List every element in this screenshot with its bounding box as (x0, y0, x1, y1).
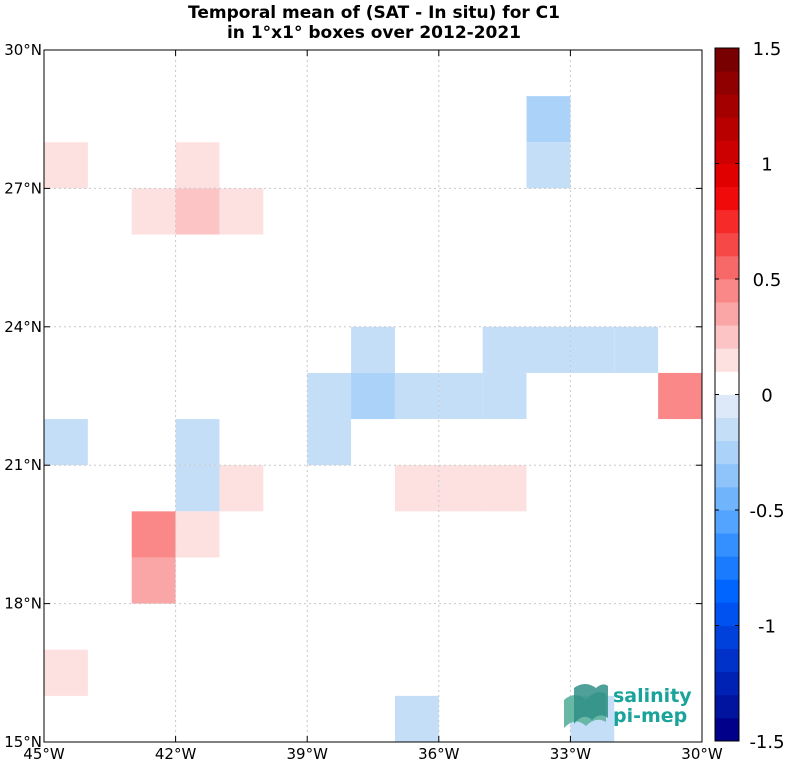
colorbar-segment (715, 302, 739, 326)
colorbar-segment (715, 163, 739, 187)
plot-frame (43, 49, 703, 743)
x-tick-label: 42°W (155, 745, 197, 763)
heatmap-cell (131, 188, 176, 235)
x-tick-label: 36°W (418, 745, 460, 763)
heatmap-cell (175, 419, 220, 466)
colorbar-segment (715, 602, 739, 626)
heatmap-cell (351, 372, 395, 420)
colorbar-segment (715, 394, 739, 418)
heatmap-cell (307, 372, 352, 420)
colorbar-segment (715, 440, 739, 465)
logo-text-salinity: salinity (613, 685, 692, 707)
colorbar-segment (715, 140, 739, 164)
colorbar-tick-label: 0 (761, 386, 772, 407)
colorbar: 1.5 1 0.5 0 -0.5 -1 -1.5 (714, 39, 785, 753)
colorbar-segment (715, 348, 739, 372)
colorbar-segment (715, 279, 739, 303)
colorbar-segment (715, 556, 739, 580)
colorbar-tick-label: -0.5 (749, 501, 784, 522)
heatmap-cell (482, 465, 527, 512)
colorbar-segment (715, 510, 739, 534)
colorbar-segment (715, 648, 739, 673)
heatmap-cell (526, 96, 571, 143)
x-tick-label: 39°W (286, 745, 328, 763)
grid-lines (44, 50, 702, 742)
heatmap-cell (394, 372, 439, 420)
colorbar-tick-label: -1 (758, 617, 776, 638)
heatmap-cell (351, 326, 395, 373)
heatmap-cell (44, 649, 88, 696)
colorbar-segment (715, 625, 739, 649)
colorbar-segment (715, 417, 739, 442)
heatmap-cell (394, 465, 439, 512)
x-tick-label: 30°W (681, 745, 723, 763)
salinity-pi-mep-logo: salinity pi-mep (564, 684, 692, 728)
heatmap-cell (526, 326, 571, 373)
heatmap-cell (219, 188, 264, 235)
colorbar-segment (715, 694, 739, 719)
colorbar-tick-label: -1.5 (749, 732, 784, 753)
x-tick-label: 45°W (23, 745, 65, 763)
chart-title-line-1: Temporal mean of (SAT - In situ) for C1 (188, 3, 560, 23)
heatmap-cell (44, 419, 88, 466)
colorbar-segment (715, 579, 739, 603)
heatmap-cell (131, 557, 176, 604)
colorbar-segment (715, 533, 739, 557)
colorbar-segment (715, 94, 739, 118)
heatmap-cell (570, 326, 615, 373)
colorbar-segment (715, 671, 739, 696)
heatmap-cell (219, 465, 264, 512)
x-tick-label: 33°W (550, 745, 592, 763)
heatmap-cell (175, 188, 220, 235)
logo-wave-shade-icon (574, 684, 608, 724)
heatmap-cell (614, 326, 659, 373)
colorbar-segment (715, 71, 739, 95)
y-tick-label: 30°N (4, 41, 42, 59)
colorbar-segment (715, 255, 739, 280)
heatmap-cell (658, 372, 702, 420)
y-tick-label: 21°N (4, 456, 42, 474)
colorbar-segment (715, 486, 739, 511)
colorbar-segment (715, 371, 739, 395)
chart-title-line-2: in 1°x1° boxes over 2012-2021 (227, 23, 521, 43)
heatmap-cell (438, 465, 483, 512)
heatmap-cell (44, 142, 88, 189)
colorbar-segment (715, 209, 739, 234)
heatmap-cell (307, 419, 352, 466)
heatmap-cell (175, 511, 220, 558)
heatmap-cell (482, 326, 527, 373)
colorbar-tick-label: 1 (761, 155, 772, 176)
colorbar-segment (715, 325, 739, 349)
heatmap-cell (131, 511, 176, 558)
axes: 45°W 42°W 39°W 36°W 33°W 30°W 15°N 18°N 21°N 24°N… (4, 41, 723, 763)
heatmap-cell (482, 372, 527, 420)
heatmap-cell (175, 465, 220, 512)
y-tick-label: 24°N (4, 318, 42, 336)
colorbar-segment (715, 463, 739, 488)
heatmap-cell (394, 695, 439, 742)
colorbar-tick-label: 1.5 (753, 39, 782, 60)
logo-text-pi-mep: pi-mep (613, 705, 687, 727)
colorbar-segment (715, 232, 739, 257)
colorbar-tick-label: 0.5 (753, 270, 782, 291)
colorbar-segment (715, 117, 739, 141)
y-tick-label: 15°N (4, 733, 42, 751)
heatmap-cell (438, 372, 483, 420)
data-cells (44, 96, 702, 742)
y-tick-label: 18°N (4, 595, 42, 613)
y-tick-label: 27°N (4, 179, 42, 197)
colorbar-segment (715, 717, 739, 742)
heatmap-cell (175, 142, 220, 189)
colorbar-segment (715, 48, 739, 72)
colorbar-segment (715, 186, 739, 211)
heatmap-cell (526, 142, 571, 189)
